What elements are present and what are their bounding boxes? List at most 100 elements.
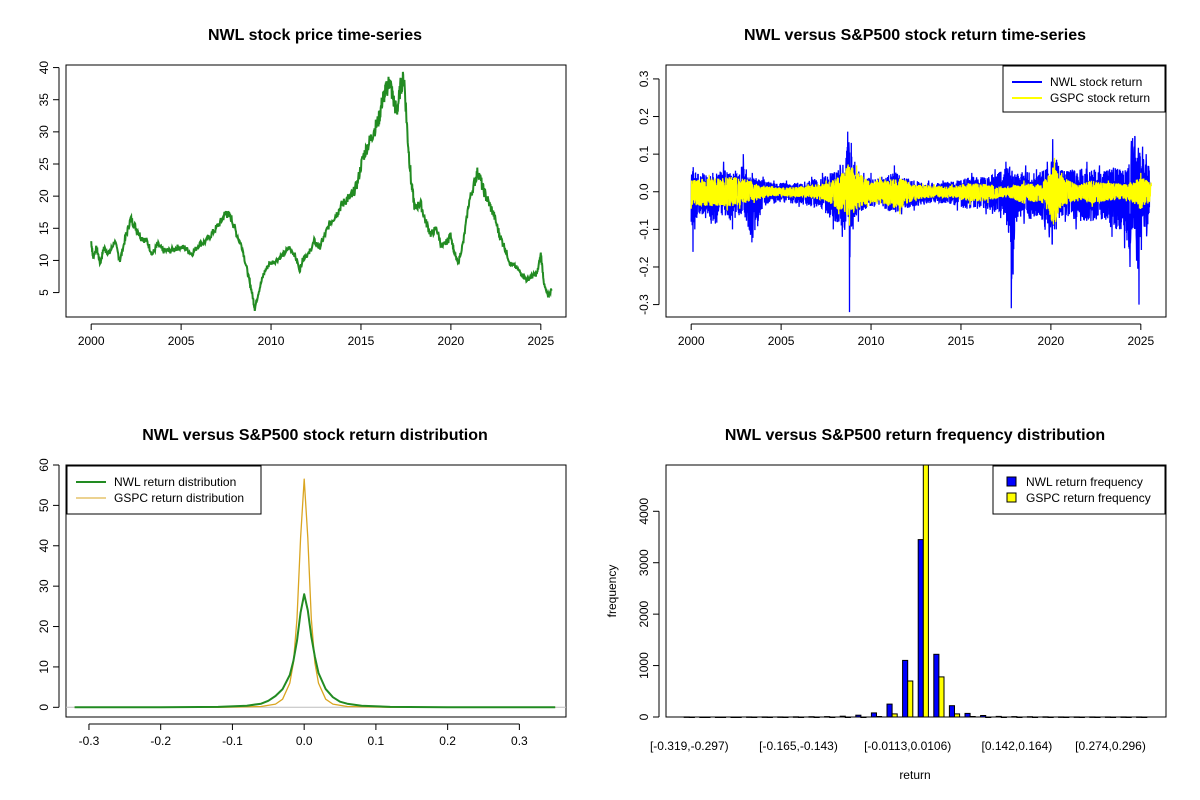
x-tick-label: 2000 [78,334,105,348]
density-legend-nwl-label: NWL return distribution [114,475,236,489]
hist-bar-gspc [938,676,945,718]
x-tick-label: 0.3 [511,734,528,748]
hist-x-label: return [899,768,930,782]
hist-x-tick-label: [-0.165,-0.143) [759,739,838,753]
price-plot-box [65,64,567,318]
hist-bar-gspc [766,716,773,718]
hist-bar-nwl [1058,716,1065,718]
hist-bar-nwl [824,716,831,718]
hist-bar-gspc [969,716,976,718]
hist-bar-gspc [1016,716,1023,718]
hist-x-tick-label: [0.142,0.164) [982,739,1053,753]
x-tick-label: 2020 [438,334,465,348]
hist-bar-gspc [860,716,867,718]
hist-bar-gspc [751,716,758,718]
returns-panel: NWL versus S&P500 stock return time-seri… [637,27,1167,348]
x-tick-label: 0.1 [368,734,385,748]
hist-bar-gspc [1110,716,1117,718]
x-tick-label: 2025 [1127,334,1154,348]
returns-legend-nwl-label: NWL stock return [1050,75,1142,89]
hist-bar-nwl [1120,716,1127,718]
x-tick-label: 2015 [348,334,375,348]
hist-bar-nwl [886,703,893,718]
hist-legend-nwl-swatch [1006,476,1017,487]
price-x-axis: 2000 2005 2010 2015 2020 2025 [78,323,554,348]
x-tick-label: 2015 [948,334,975,348]
hist-legend: NWL return frequency GSPC return frequen… [992,465,1166,515]
returns-legend-box [1002,65,1166,113]
return-line-nwl [690,131,1151,313]
hist-bar-gspc [1078,716,1085,718]
y-tick-label: 40 [37,539,51,553]
hist-x-tick-label: [-0.319,-0.297) [650,739,729,753]
hist-bar-gspc [720,716,727,718]
hist-panel: NWL versus S&P500 return frequency distr… [605,427,1167,782]
y-tick-label: 0.2 [637,108,651,125]
x-tick-label: 2010 [858,334,885,348]
density-line-nwl [74,593,556,709]
hist-bar-nwl [1026,716,1034,718]
y-tick-label: -0.2 [637,256,651,277]
hist-bars [683,464,1148,718]
returns-legend: NWL stock return GSPC stock return [1002,65,1166,113]
x-tick-label: -0.1 [222,734,243,748]
hist-bar-nwl [808,716,815,718]
y-tick-label: 10 [37,660,51,674]
density-legend-gspc-label: GSPC return distribution [114,491,244,505]
hist-bar-gspc [829,716,836,718]
hist-bar-gspc [1094,716,1101,718]
y-tick-label: 2000 [637,600,651,627]
price-panel: NWL stock price time-series 2000 2005 2010… [37,27,567,348]
hist-x-tick-label: [0.274,0.296) [1075,739,1146,753]
hist-bar-nwl [902,659,909,718]
y-tick-label: 20 [37,189,51,203]
hist-bar-nwl [699,716,706,718]
returns-plot-box [665,64,1167,318]
y-tick-label: 25 [37,157,51,171]
hist-bar-nwl [746,716,753,718]
hist-bar-nwl [1042,716,1049,718]
hist-bar-nwl [730,716,737,718]
density-panel: NWL versus S&P500 stock return distribut… [37,427,567,748]
hist-bar-nwl [948,705,956,718]
density-legend-box [66,465,262,515]
hist-x-tick-label: [-0.0113,0.0106) [864,739,951,753]
hist-bar-gspc [844,716,851,718]
y-tick-label: 15 [37,221,51,235]
hist-bar-gspc [1000,716,1007,718]
hist-bar-gspc [704,716,711,718]
hist-bar-nwl [995,715,1002,718]
y-tick-label: 20 [37,620,51,634]
price-y-axis: 5 10 15 20 25 30 35 40 [37,61,60,296]
hist-bar-gspc [798,716,805,718]
y-tick-label: 10 [37,253,51,267]
hist-bar-gspc [907,680,914,718]
density-y-axis: 0 10 20 30 40 50 60 [37,458,60,711]
hist-bar-gspc [954,713,961,718]
hist-bar-nwl [839,715,846,718]
y-tick-label: 0 [37,704,51,711]
hist-plot-box [665,464,1167,718]
x-tick-label: 2020 [1038,334,1065,348]
y-tick-label: -0.3 [637,294,651,315]
x-tick-label: 0.0 [296,734,313,748]
hist-bar-gspc [1063,716,1070,718]
hist-legend-nwl-label: NWL return frequency [1026,475,1143,489]
y-tick-label: 4000 [637,498,651,525]
hist-bar-gspc [735,716,742,718]
hist-bar-nwl [917,539,924,718]
density-plot-box [65,464,567,718]
hist-bar-gspc [782,716,789,718]
y-tick-label: 40 [37,61,51,75]
y-tick-label: 0 [637,713,651,720]
hist-bar-gspc [813,716,820,718]
x-tick-label: 0.2 [439,734,456,748]
y-tick-label: 1000 [637,652,651,679]
returns-y-axis: -0.3 -0.2 -0.1 0.0 0.1 0.2 0.3 [637,70,660,315]
hist-bar-nwl [933,653,940,718]
hist-x-axis: [-0.319,-0.297) [-0.165,-0.143) [-0.0113,0… [650,739,1146,753]
x-tick-label: -0.3 [79,734,100,748]
y-tick-label: 0.1 [637,145,651,162]
hist-bar-nwl [792,716,800,718]
y-tick-label: 0.0 [637,183,651,200]
